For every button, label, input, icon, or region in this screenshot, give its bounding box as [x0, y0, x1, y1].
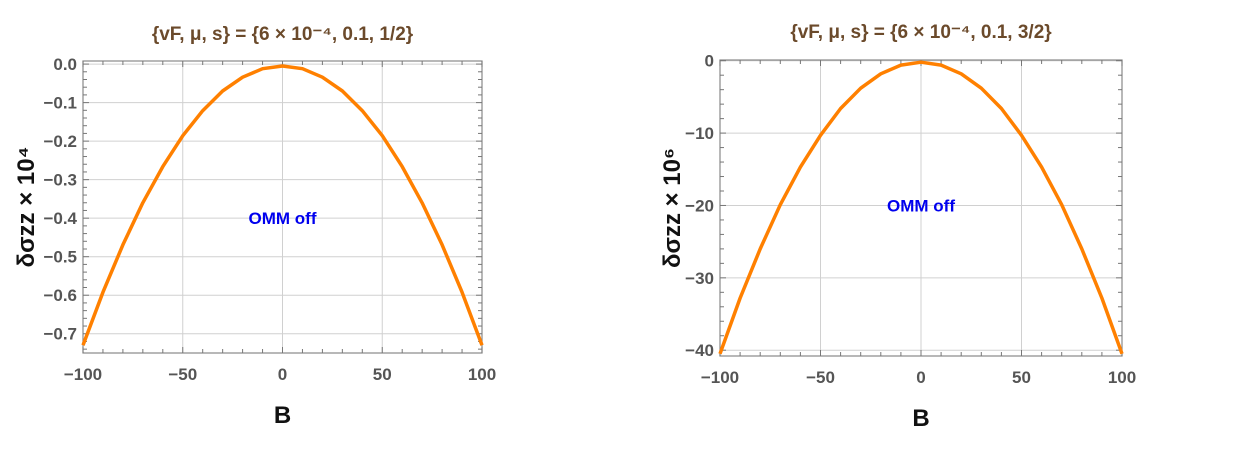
chart-right: {vF, μ, s} = {6 × 10⁻⁴, 0.1, 3/2} δσzz ×… — [659, 22, 1136, 432]
annotation-omm-off: OMM off — [887, 196, 955, 215]
y-tick-label: −0.4 — [43, 209, 77, 228]
x-tick-label: 0 — [278, 365, 287, 384]
y-axis-label: δσzz × 10⁴ — [13, 147, 40, 268]
y-tick-label: −10 — [685, 124, 714, 143]
x-tick-label: −50 — [168, 365, 197, 384]
x-tick-label: 50 — [1012, 368, 1031, 387]
x-tick-label: 100 — [1108, 368, 1136, 387]
x-tick-label: 50 — [373, 365, 392, 384]
annotation-omm-off: OMM off — [249, 209, 317, 228]
y-tick-label: −0.2 — [43, 132, 77, 151]
y-tick-label: −0.1 — [43, 94, 77, 113]
x-tick-label: −100 — [64, 365, 102, 384]
y-tick-label: −0.6 — [43, 286, 77, 305]
y-axis-label: δσzz × 10⁶ — [659, 148, 686, 268]
y-tick-label: −30 — [685, 269, 714, 288]
y-tick-label: 0.0 — [53, 55, 77, 74]
chart-left: {vF, μ, s} = {6 × 10⁻⁴, 0.1, 1/2} δσzz ×… — [13, 24, 496, 429]
y-tick-label: −0.5 — [43, 248, 77, 267]
x-tick-label: −50 — [806, 368, 835, 387]
x-axis-label: B — [274, 402, 291, 429]
x-tick-label: 100 — [468, 365, 496, 384]
x-axis-label: B — [912, 405, 929, 432]
chart-title: {vF, μ, s} = {6 × 10⁻⁴, 0.1, 1/2} — [152, 24, 414, 45]
y-tick-label: 0 — [705, 52, 714, 71]
chart-title: {vF, μ, s} = {6 × 10⁻⁴, 0.1, 3/2} — [790, 22, 1052, 43]
y-tick-label: −20 — [685, 196, 714, 215]
x-tick-label: 0 — [916, 368, 925, 387]
data-curve — [718, 60, 1124, 355]
y-tick-label: −0.7 — [43, 325, 77, 344]
x-tick-label: −100 — [701, 368, 739, 387]
y-tick-label: −0.3 — [43, 171, 77, 190]
data-curve — [81, 64, 484, 346]
y-tick-label: −40 — [685, 341, 714, 360]
